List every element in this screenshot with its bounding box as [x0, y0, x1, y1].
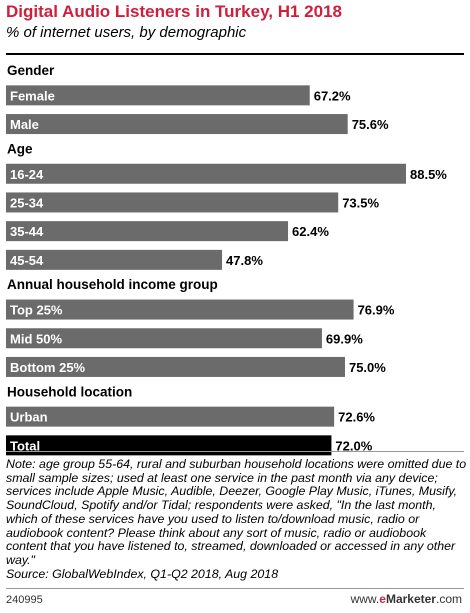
chart-id: 240995	[6, 594, 43, 606]
footer-divider	[6, 588, 464, 589]
source-text: Source: GlobalWebIndex, Q1-Q2 2018, Aug …	[6, 566, 279, 581]
bar-category-label: Mid 50%	[10, 331, 62, 346]
bar-category-label: Male	[10, 117, 39, 132]
bar-value-label: 47.8%	[226, 253, 263, 268]
bar-value-label: 62.4%	[292, 224, 329, 239]
bar-category-label: Urban	[10, 410, 48, 425]
group-heading: Household location	[7, 384, 132, 399]
bar-category-label: Female	[10, 88, 55, 103]
group-heading: Age	[7, 141, 33, 156]
bar	[6, 328, 322, 349]
bar-value-label: 73.5%	[342, 195, 379, 210]
bar-category-label: Bottom 25%	[10, 360, 86, 375]
bar-value-label: 88.5%	[410, 167, 447, 182]
bar	[6, 435, 332, 456]
emarketer-logo: www.eMarketer.com	[351, 592, 462, 606]
bar-category-label: Top 25%	[10, 303, 63, 318]
bar	[6, 221, 289, 242]
bar	[6, 192, 339, 213]
bar-value-label: 72.6%	[338, 410, 375, 425]
brand-prefix: www.	[350, 592, 380, 606]
title-divider	[6, 53, 464, 55]
brand-e: e	[379, 592, 386, 606]
bar-chart: Gender Female 67.2% Male 75.6% Age 16-24 88.5% 2…	[6, 63, 447, 456]
bar-category-label: 35-44	[10, 224, 44, 239]
bar-category-label: 16-24	[10, 167, 44, 182]
bar-value-label: 75.6%	[352, 117, 389, 132]
bar	[6, 163, 406, 184]
chart-title: Digital Audio Listeners in Turkey, H1 20…	[6, 2, 342, 21]
note-divider	[6, 451, 464, 452]
bar	[6, 299, 354, 320]
bar	[6, 249, 223, 270]
note-text: Note: age group 55-64, rural and suburba…	[6, 457, 467, 567]
brand-suffix: .com	[435, 592, 462, 606]
bar-value-label: 72.0%	[335, 438, 372, 453]
bar	[6, 406, 335, 427]
chart-note: Note: age group 55-64, rural and suburba…	[6, 457, 468, 581]
chart-subtitle: % of internet users, by demographic	[6, 24, 247, 41]
group-heading: Gender	[7, 63, 55, 78]
bar	[6, 356, 345, 377]
bar	[6, 85, 310, 106]
group-heading: Annual household income group	[7, 277, 218, 292]
brand-name: Marketer	[385, 592, 436, 606]
bar-category-label: 25-34	[10, 195, 44, 210]
bar-category-label: Total	[10, 438, 40, 453]
bar-value-label: 69.9%	[326, 331, 363, 346]
bar-value-label: 67.2%	[314, 88, 351, 103]
bar-value-label: 76.9%	[358, 303, 395, 318]
bar	[6, 114, 348, 135]
bar-value-label: 75.0%	[349, 360, 386, 375]
bar-category-label: 45-54	[10, 253, 44, 268]
